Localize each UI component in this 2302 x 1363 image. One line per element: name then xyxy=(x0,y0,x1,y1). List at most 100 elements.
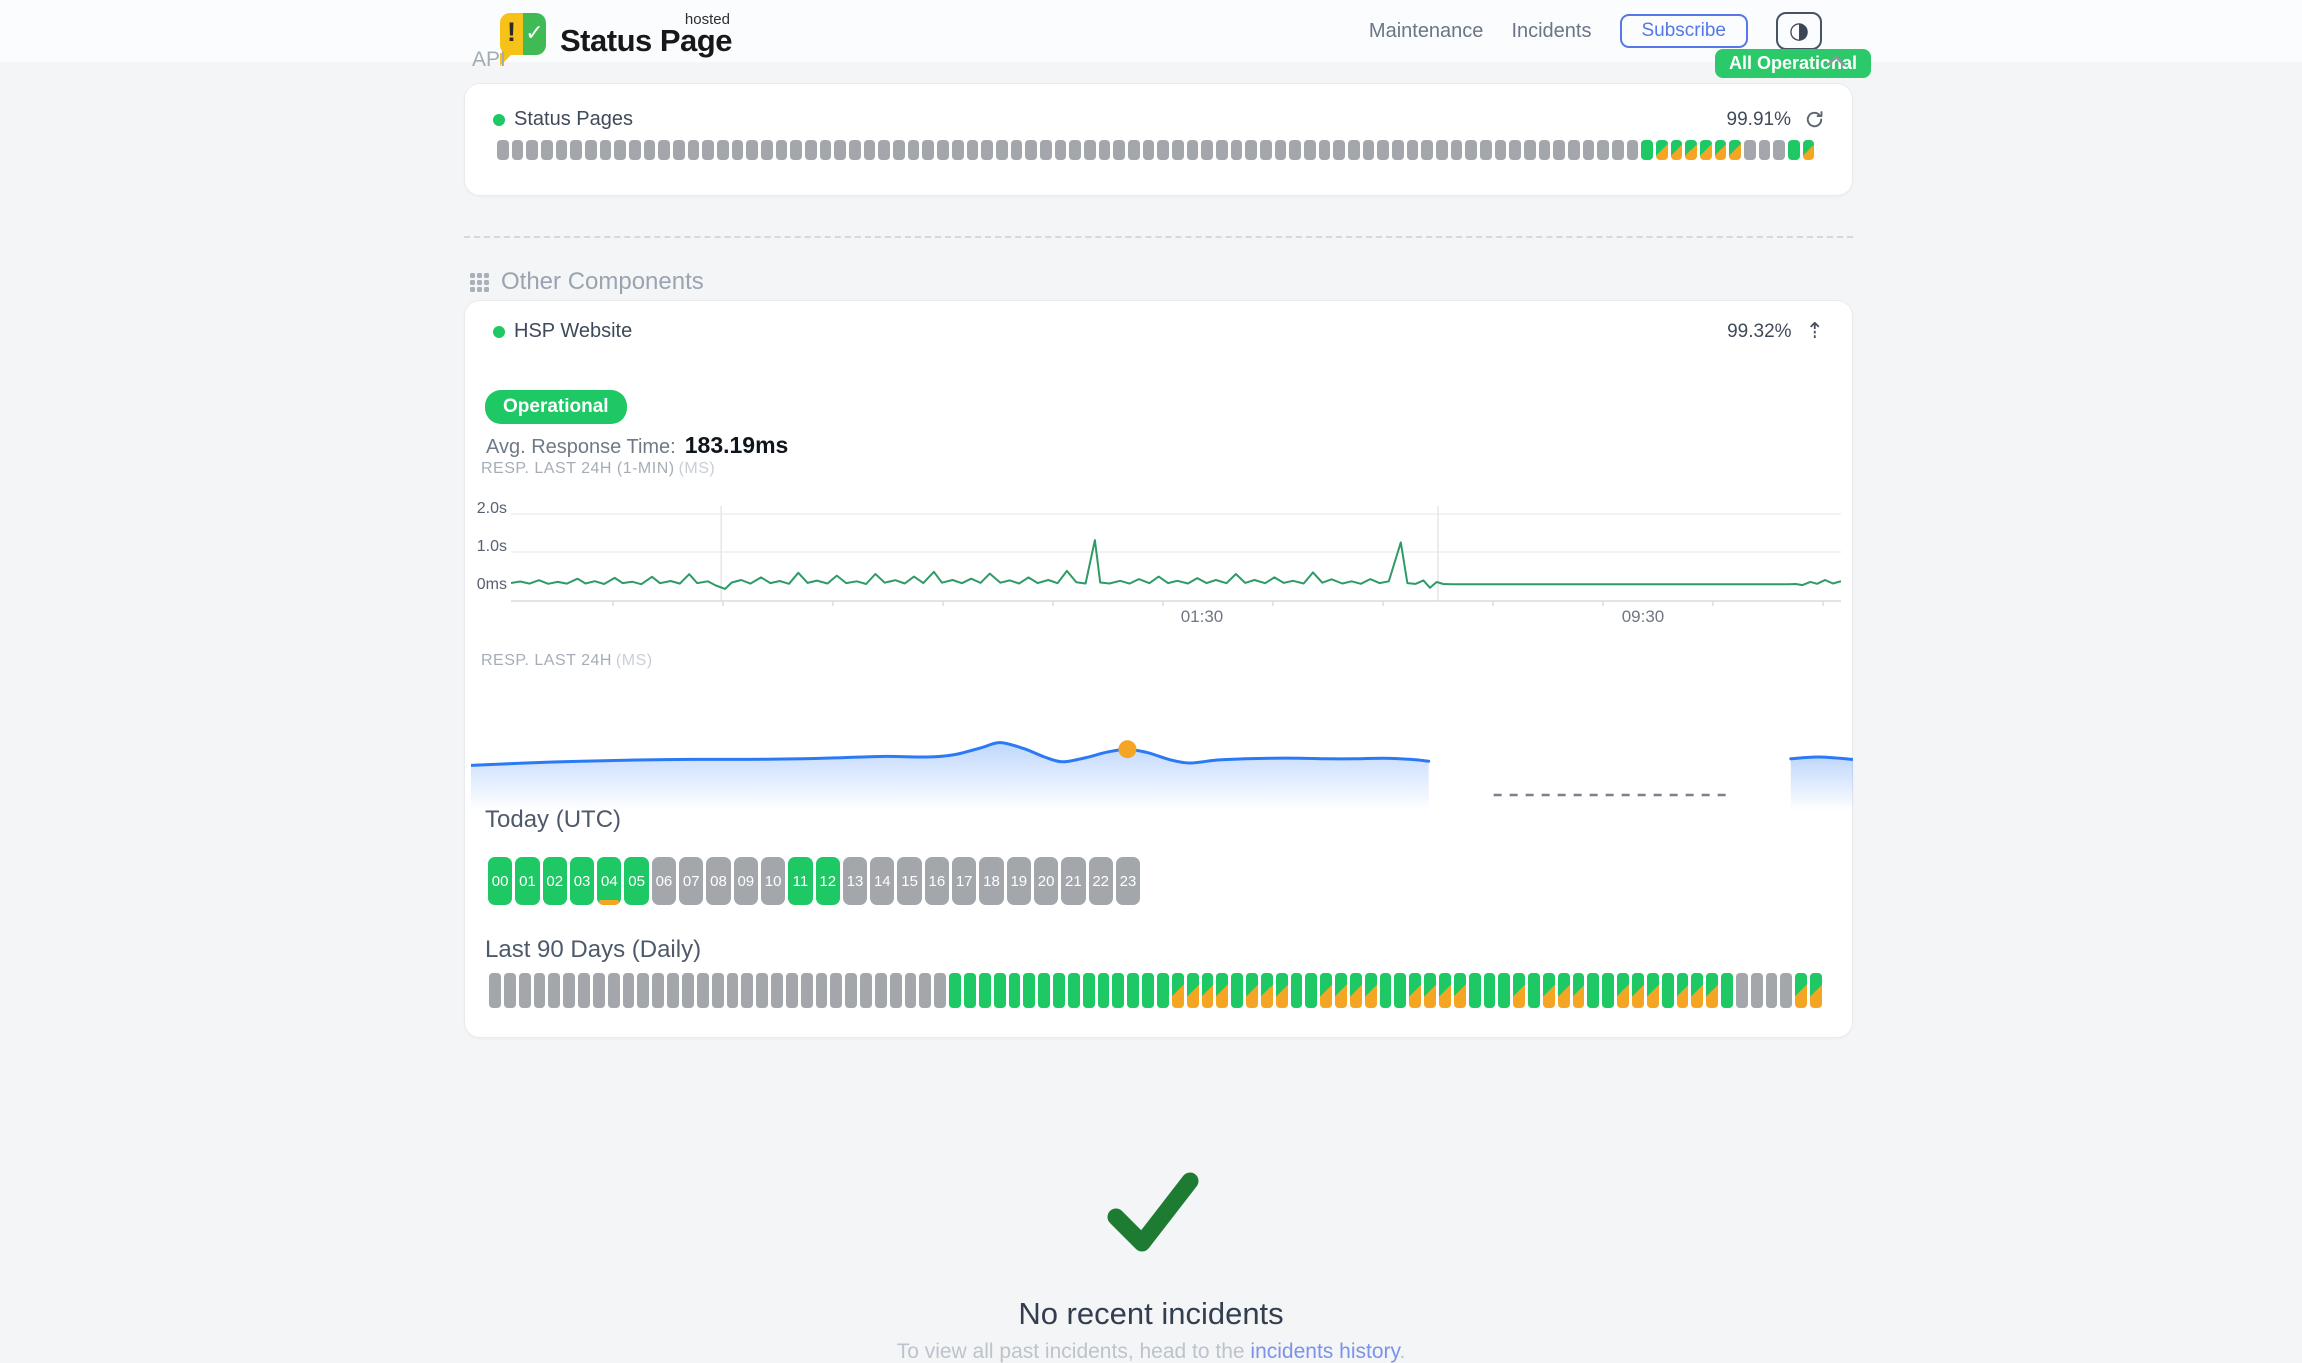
footer-prefix: To view all past incidents, head to the xyxy=(896,1340,1251,1363)
hour-block-06: 06 xyxy=(651,857,677,905)
uptime-bar-degraded xyxy=(1714,140,1727,160)
uptime-bar-operational xyxy=(1038,973,1051,1008)
hour-block-00: 00 xyxy=(488,857,513,905)
uptime-bar-degraded xyxy=(1670,140,1683,160)
hour-block-20: 20 xyxy=(1033,857,1059,905)
component-name: Status Pages xyxy=(514,108,633,130)
uptime-bar-nodata xyxy=(1391,140,1404,160)
uptime-bar-operational xyxy=(1587,973,1600,1008)
uptime-bar-operational xyxy=(1394,973,1407,1008)
uptime-bar-nodata xyxy=(592,973,605,1008)
uptime-bar-nodata xyxy=(658,140,671,160)
uptime-bar-nodata xyxy=(1171,140,1184,160)
uptime-bar-nodata xyxy=(785,973,798,1008)
uptime-bar-degraded xyxy=(1795,973,1808,1008)
uptime-bar-nodata xyxy=(1538,140,1551,160)
uptime-bar-nodata xyxy=(1201,140,1213,160)
uptime-bar-nodata xyxy=(643,140,656,160)
uptime-bar-nodata xyxy=(1450,140,1463,160)
component-name: HSP Website xyxy=(514,320,633,342)
uptime-bar-nodata xyxy=(555,140,568,160)
uptime-bar-nodata xyxy=(1098,140,1111,160)
uptime-bar-nodata xyxy=(889,973,902,1008)
uptime-bar-nodata xyxy=(981,140,993,160)
uptime-bar-nodata xyxy=(731,140,744,160)
uptime-bar-operational xyxy=(1082,973,1095,1008)
big-check-icon xyxy=(1105,1164,1199,1263)
uptime-bar-nodata xyxy=(1765,973,1778,1008)
arrow-up-dashed-icon[interactable]: ⇡ xyxy=(1805,318,1824,344)
top-header: ! ✓ hosted Status Page Maintenance Incid… xyxy=(0,0,2302,66)
uptime-bar-nodata xyxy=(1127,140,1140,160)
uptime-bar-operational xyxy=(1483,973,1496,1008)
uptime-bar-operational xyxy=(1112,973,1125,1008)
uptime-bar-nodata xyxy=(533,973,546,1008)
uptime-bar-nodata xyxy=(1509,140,1522,160)
uptime-bar-nodata xyxy=(805,140,817,160)
hour-block-03: 03 xyxy=(569,857,595,905)
uptime-bar-nodata xyxy=(849,140,861,160)
uptime-bar-nodata xyxy=(1568,140,1580,160)
uptime-bar-operational xyxy=(1290,973,1303,1008)
chevron-up-icon[interactable] xyxy=(1826,54,1846,72)
footer-suffix: . xyxy=(1399,1340,1406,1363)
uptime-bar-nodata xyxy=(966,140,979,160)
uptime-bar-nodata xyxy=(1406,140,1419,160)
chart1-caption: RESP. LAST 24H (1-MIN) xyxy=(481,460,675,477)
uptime-bar-nodata xyxy=(511,140,524,160)
nav-incidents[interactable]: Incidents xyxy=(1511,19,1592,42)
uptime-bar-nodata xyxy=(570,140,583,160)
uptime-bar-nodata xyxy=(637,973,650,1008)
uptime-bar-degraded xyxy=(1186,973,1199,1008)
uptime-bar-nodata xyxy=(800,973,813,1008)
uptime-bar-operational xyxy=(964,973,976,1008)
nav-maintenance[interactable]: Maintenance xyxy=(1368,19,1484,42)
uptime-bar-nodata xyxy=(790,140,803,160)
uptime-bar-operational xyxy=(1156,973,1169,1008)
uptime-bar-nodata xyxy=(726,973,739,1008)
uptime-bar-nodata xyxy=(1773,140,1786,160)
logo-exclaim-glyph: ! xyxy=(507,17,516,47)
uptime-bar-nodata xyxy=(1597,140,1610,160)
subscribe-button[interactable]: Subscribe xyxy=(1619,14,1748,48)
uptime-bar-nodata xyxy=(1245,140,1257,160)
uptime-bar-degraded xyxy=(1349,973,1362,1008)
uptime-bar-nodata xyxy=(1010,140,1023,160)
hour-block-19: 19 xyxy=(1006,857,1031,905)
uptime-bar-nodata xyxy=(845,973,858,1008)
uptime-bar-nodata xyxy=(922,140,935,160)
theme-toggle-button[interactable]: ◑ xyxy=(1776,12,1822,50)
uptime-bar-degraded xyxy=(1171,973,1184,1008)
uptime-bar-degraded xyxy=(1216,973,1229,1008)
logo-bubble-tail xyxy=(500,53,513,66)
uptime-bar-nodata xyxy=(673,140,685,160)
uptime-bar-nodata xyxy=(1333,140,1345,160)
theme-half-circle-icon: ◑ xyxy=(1788,17,1810,44)
incidents-history-link[interactable]: incidents history xyxy=(1250,1340,1400,1363)
uptime-bar-nodata xyxy=(1612,140,1624,160)
refresh-icon[interactable] xyxy=(1805,110,1824,129)
uptime-bar-operational xyxy=(1231,973,1244,1008)
uptime-bar-operational xyxy=(1528,973,1540,1008)
header-nav: Maintenance Incidents Subscribe ◑ xyxy=(1369,0,1822,62)
hour-block-09: 09 xyxy=(733,857,758,905)
uptime-bar-nodata xyxy=(1553,140,1566,160)
hour-block-04: 04 xyxy=(597,857,622,905)
uptime-bar-nodata xyxy=(548,973,561,1008)
uptime-bar-degraded xyxy=(1706,973,1719,1008)
ytick-1s: 1.0s xyxy=(476,538,507,555)
uptime-bar-nodata xyxy=(1465,140,1478,160)
uptime-bar-nodata xyxy=(1780,973,1793,1008)
uptime-bar-degraded xyxy=(1424,973,1436,1008)
xtick-0930: 09:30 xyxy=(1621,607,1665,626)
uptime-bar-degraded xyxy=(1542,973,1555,1008)
uptime-bar-degraded xyxy=(1557,973,1570,1008)
uptime-bar-nodata xyxy=(1303,140,1316,160)
logo-icon: ! ✓ xyxy=(500,13,546,55)
hour-block-16: 16 xyxy=(924,857,950,905)
uptime-bar-nodata xyxy=(815,973,828,1008)
uptime-bar-operational xyxy=(1142,973,1154,1008)
uptime-bar-degraded xyxy=(1617,973,1629,1008)
uptime-bar-degraded xyxy=(1335,973,1347,1008)
hour-block-11: 11 xyxy=(788,857,813,905)
